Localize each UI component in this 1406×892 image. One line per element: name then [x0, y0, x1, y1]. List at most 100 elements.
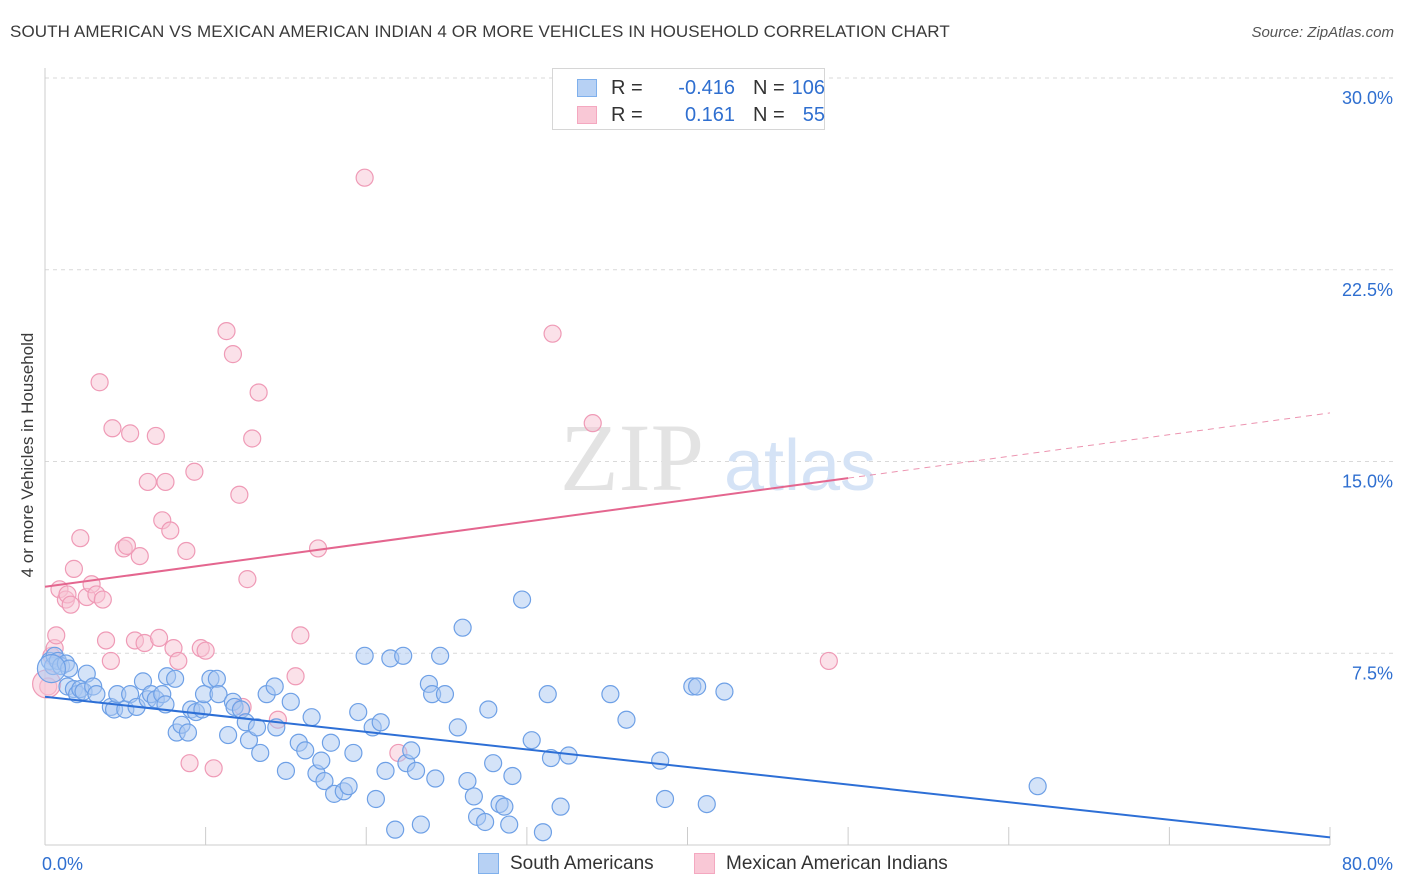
n-label: N = [753, 77, 785, 99]
stats-legend: R = -0.416 N = 106 R = 0.161 N = 55 [552, 68, 825, 130]
legend-swatch-blue [478, 853, 499, 874]
data-point-south-american [296, 741, 315, 760]
data-point-south-american [312, 751, 331, 770]
data-point-south-american [376, 761, 395, 780]
data-point-south-american [479, 700, 498, 719]
x-tick-label: 0.0% [42, 854, 83, 874]
data-point-south-american [1028, 777, 1047, 796]
data-point-mexican-american-indian [217, 322, 236, 341]
data-point-south-american [321, 733, 341, 752]
data-point-south-american [339, 777, 358, 796]
data-point-south-american [366, 789, 385, 809]
data-point-south-american [239, 731, 259, 750]
data-point-south-american [715, 682, 734, 701]
data-point-south-american [209, 685, 228, 704]
data-point-south-american [178, 723, 198, 742]
legend-label: South Americans [510, 853, 654, 874]
data-point-south-american [617, 710, 636, 729]
data-point-south-american [476, 812, 495, 832]
data-point-mexican-american-indian [185, 462, 204, 481]
data-point-south-american [697, 794, 716, 814]
data-point-south-american [458, 771, 477, 791]
data-point-south-american [688, 677, 707, 696]
data-point-south-american [265, 677, 284, 696]
data-point-south-american [435, 685, 455, 704]
data-point-mexican-american-indian [101, 651, 120, 671]
data-point-mexican-american-indian [130, 546, 149, 566]
data-point-mexican-american-indian [161, 521, 180, 540]
data-point-south-american [315, 771, 334, 791]
data-point-south-american [247, 718, 267, 737]
data-point-mexican-american-indian [169, 651, 188, 671]
y-tick-label: 7.5% [1352, 663, 1393, 683]
data-point-south-american [655, 789, 675, 809]
data-point-mexican-american-indian [96, 631, 116, 650]
data-point-south-american [207, 669, 226, 688]
data-point-mexican-american-indian [64, 559, 84, 578]
data-point-south-american [522, 731, 541, 750]
data-point-mexican-american-indian [243, 429, 262, 448]
data-point-mexican-american-indian [47, 626, 66, 645]
data-point-mexican-american-indian [138, 472, 157, 492]
data-point-south-american [431, 646, 450, 665]
watermark-atlas: atlas [724, 426, 876, 506]
series-legend: South Americans Mexican American Indians [0, 850, 1406, 880]
x-tick-label: 80.0% [1342, 854, 1393, 874]
data-point-south-american [166, 669, 185, 688]
chart-title: SOUTH AMERICAN VS MEXICAN AMERICAN INDIA… [10, 22, 950, 41]
tick-labels: 7.5% 15.0% 22.5% 30.0% 0.0% 80.0% [42, 88, 1393, 874]
watermark: ZIP atlas [560, 404, 876, 511]
data-point-mexican-american-indian [249, 383, 268, 402]
n-label: N = [753, 104, 785, 126]
data-point-south-american [355, 646, 374, 665]
data-point-south-american [503, 766, 522, 786]
gridlines [45, 77, 1393, 654]
legend-swatch-pink [694, 853, 715, 874]
data-point-mexican-american-indian [223, 345, 243, 364]
data-point-mexican-american-indian [156, 472, 175, 492]
legend-swatch-blue [577, 79, 597, 97]
data-point-south-american [538, 685, 557, 704]
trend-line-mexican-american-indians [44, 477, 849, 588]
legend-label: Mexican American Indians [726, 853, 948, 874]
trend-line-south-americans [44, 695, 1331, 839]
r-value: 0.161 [684, 104, 735, 126]
y-tick-label: 15.0% [1342, 472, 1393, 492]
data-point-south-american [541, 748, 561, 768]
data-point-south-american [533, 823, 553, 842]
data-point-south-american [386, 820, 405, 839]
data-point-south-american [495, 797, 514, 816]
data-point-south-american [484, 754, 503, 773]
data-point-mexican-american-indian [90, 373, 109, 392]
data-point-mexican-american-indian [230, 485, 249, 504]
r-value: -0.416 [678, 77, 735, 99]
legend-swatch-pink [577, 106, 597, 124]
data-point-mexican-american-indian [146, 426, 165, 446]
data-point-south-american [36, 653, 67, 684]
n-value: 55 [802, 104, 825, 126]
data-point-mexican-american-indian [149, 628, 169, 648]
data-point-mexican-american-indian [204, 759, 223, 778]
data-point-mexican-american-indian [291, 626, 310, 645]
data-point-south-american [133, 672, 153, 691]
data-point-mexican-american-indian [238, 570, 257, 589]
r-label: R = [611, 104, 643, 126]
trend-lines [44, 412, 1331, 839]
data-point-south-american [500, 815, 519, 834]
data-point-south-american [344, 743, 363, 763]
data-point-south-american [349, 702, 368, 722]
data-point-mexican-american-indian [355, 168, 374, 187]
data-point-mexican-american-indian [61, 595, 80, 614]
data-point-south-american [651, 751, 670, 770]
data-point-south-american [464, 787, 483, 806]
axes [44, 68, 1331, 846]
data-point-mexican-american-indian [71, 529, 90, 548]
data-point-south-american [394, 646, 413, 665]
data-point-mexican-american-indian [180, 754, 199, 773]
data-point-south-american [512, 590, 532, 609]
data-point-mexican-american-indian [819, 651, 838, 671]
y-tick-label: 22.5% [1342, 280, 1393, 300]
data-point-mexican-american-indian [286, 667, 305, 686]
r-label: R = [611, 77, 643, 99]
